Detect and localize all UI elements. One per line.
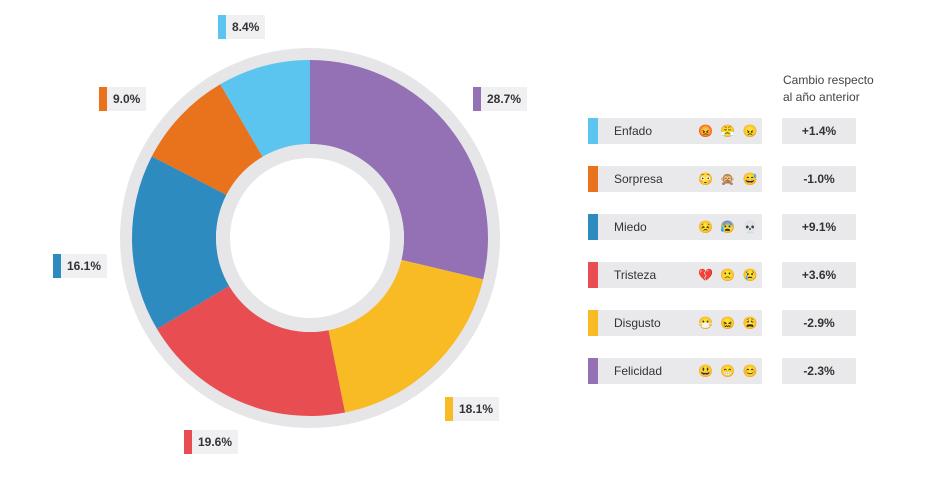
emoji-icons: 😷 😖 😩 xyxy=(698,316,760,330)
label-text: 19.6% xyxy=(192,430,239,454)
data-label-felicidad: 28.7% xyxy=(473,87,528,111)
legend-label: Enfado xyxy=(614,124,653,138)
label-swatch xyxy=(99,87,107,111)
label-text: 16.1% xyxy=(61,254,108,278)
change-value-felicidad: -2.3% xyxy=(782,358,856,384)
slice-tristeza xyxy=(156,286,346,416)
legend-swatch xyxy=(588,166,598,192)
change-value-enfado: +1.4% xyxy=(782,118,856,144)
emoji-icons: 😣 😰 💀 xyxy=(698,220,760,234)
label-text: 28.7% xyxy=(481,87,528,111)
slice-sorpresa xyxy=(151,84,263,195)
legend-label: Disgusto xyxy=(614,316,661,330)
legend-item-sorpresa: Sorpresa 😳 🙊 😅 xyxy=(588,166,762,192)
legend-swatch xyxy=(588,118,598,144)
label-text: 8.4% xyxy=(226,15,266,39)
slice-felicidad xyxy=(310,60,488,280)
legend-label: Tristeza xyxy=(614,268,657,282)
legend-item-enfado: Enfado 😡 😤 😠 xyxy=(588,118,762,144)
legend-swatch xyxy=(588,262,598,288)
legend-label: Sorpresa xyxy=(614,172,663,186)
change-value-sorpresa: -1.0% xyxy=(782,166,856,192)
legend-label: Felicidad xyxy=(614,364,663,378)
emoji-icons: 😃 😁 😊 xyxy=(698,364,760,378)
legend-label: Miedo xyxy=(614,220,647,234)
data-label-sorpresa: 9.0% xyxy=(99,87,147,111)
change-value-miedo: +9.1% xyxy=(782,214,856,240)
legend-item-disgusto: Disgusto 😷 😖 😩 xyxy=(588,310,762,336)
label-swatch xyxy=(184,430,192,454)
legend-swatch xyxy=(588,214,598,240)
legend-swatch xyxy=(588,358,598,384)
legend-swatch xyxy=(588,310,598,336)
legend-header: Cambio respecto al año anterior xyxy=(783,72,903,106)
legend-item-tristeza: Tristeza 💔 🙁 😢 xyxy=(588,262,762,288)
label-swatch xyxy=(53,254,61,278)
legend-item-miedo: Miedo 😣 😰 💀 xyxy=(588,214,762,240)
label-swatch xyxy=(445,397,453,421)
data-label-enfado: 8.4% xyxy=(218,15,266,39)
slice-miedo xyxy=(131,156,230,329)
label-swatch xyxy=(473,87,481,111)
change-value-tristeza: +3.6% xyxy=(782,262,856,288)
label-swatch xyxy=(218,15,226,39)
emoji-icons: 😳 🙊 😅 xyxy=(698,172,760,186)
label-text: 18.1% xyxy=(453,397,500,421)
change-value-disgusto: -2.9% xyxy=(782,310,856,336)
donut-hole xyxy=(230,158,390,318)
data-label-miedo: 16.1% xyxy=(53,254,108,278)
legend-header-line-2: al año anterior xyxy=(783,90,860,104)
legend-item-felicidad: Felicidad 😃 😁 😊 xyxy=(588,358,762,384)
label-text: 9.0% xyxy=(107,87,147,111)
emoji-icons: 😡 😤 😠 xyxy=(698,124,760,138)
slice-enfado xyxy=(220,60,310,157)
data-label-tristeza: 19.6% xyxy=(184,430,239,454)
slice-disgusto xyxy=(328,259,484,413)
emoji-icons: 💔 🙁 😢 xyxy=(698,268,760,282)
data-label-disgusto: 18.1% xyxy=(445,397,500,421)
legend-header-line-1: Cambio respecto xyxy=(783,73,874,87)
